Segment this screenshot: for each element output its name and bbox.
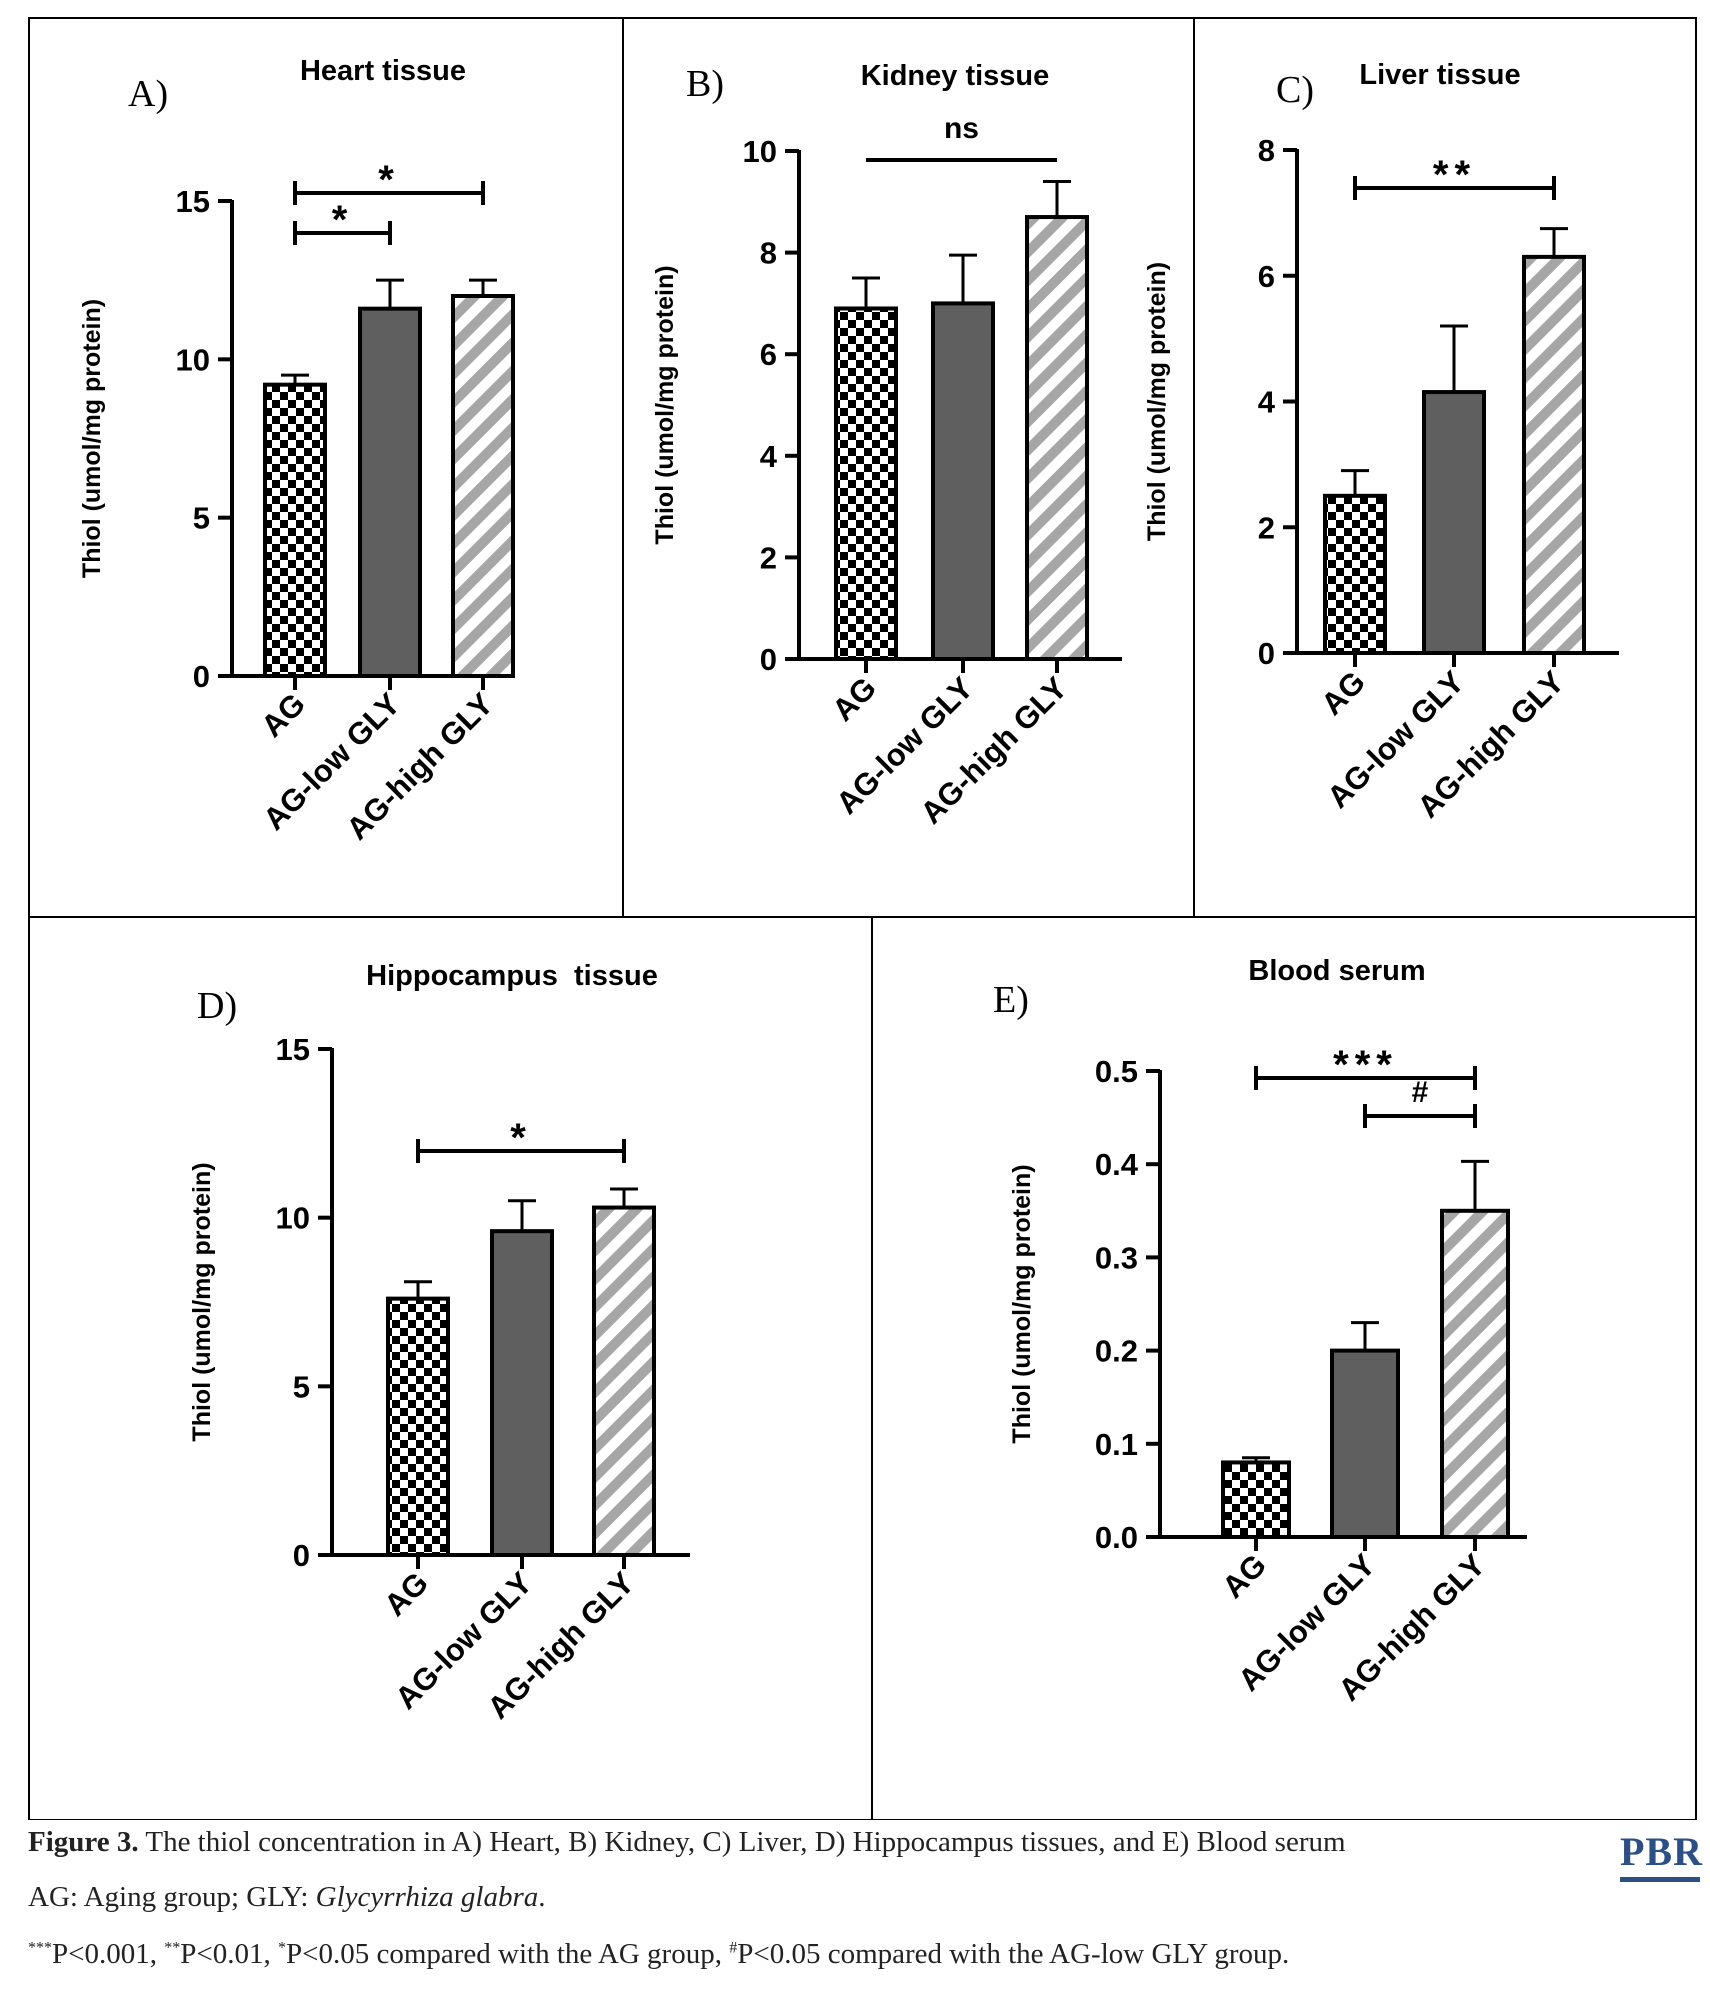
y-tick-label: 5 (293, 1369, 310, 1404)
y-axis-label: Thiol (umol/mg protein) (78, 299, 106, 578)
panel-title-liver: Liver tissue (1359, 59, 1520, 91)
y-tick-label: 0 (293, 1538, 310, 1573)
significance-label: # (1412, 1076, 1429, 1109)
caption-p01: P<0.01, (180, 1938, 278, 1970)
panel-letter-e: E) (993, 979, 1029, 1021)
y-axis-label: Thiol (umol/mg protein) (651, 265, 679, 544)
panel-title-kidney: Kidney tissue (861, 60, 1050, 92)
y-tick-label: 0 (760, 642, 777, 677)
caption-abbrev: AG: Aging group; GLY: (28, 1881, 316, 1913)
y-tick-label: 10 (176, 342, 210, 377)
y-tick-label: 0.5 (1095, 1054, 1138, 1089)
bar-0 (386, 1296, 450, 1558)
category-label: AG (1215, 1547, 1273, 1605)
significance-label: * (378, 158, 400, 202)
y-tick-label: 2 (1258, 510, 1275, 545)
panel-letter-d: D) (197, 985, 237, 1027)
bar-2 (592, 1205, 656, 1557)
significance-label: * (332, 198, 354, 242)
y-tick-label: 15 (176, 184, 210, 219)
category-label: AG (825, 670, 883, 728)
significance-label: ** (1433, 153, 1476, 197)
bar-1 (490, 1229, 554, 1558)
y-tick-label: 8 (1258, 133, 1275, 168)
caption-line-3: ***P<0.001, **P<0.01, *P<0.05 compared w… (28, 1938, 1289, 1971)
y-tick-label: 0.3 (1095, 1240, 1138, 1275)
sig-mark-hash: # (729, 1939, 738, 1957)
panel-letter-a: A) (128, 73, 168, 115)
y-axis-label: Thiol (umol/mg protein) (1143, 262, 1171, 541)
journal-logo-rule (1620, 1877, 1700, 1882)
bar-2 (1025, 215, 1089, 661)
y-axis-label: Thiol (umol/mg protein) (1008, 1164, 1036, 1443)
panel-title-blood: Blood serum (1248, 955, 1425, 987)
caption-abbrev-end: . (538, 1881, 546, 1913)
bar-0 (1323, 493, 1387, 655)
y-tick-label: 6 (760, 337, 777, 372)
y-tick-label: 0.4 (1095, 1147, 1139, 1182)
category-label: AG (377, 1565, 435, 1623)
y-tick-label: 0.2 (1095, 1334, 1138, 1369)
category-label: AG (1314, 664, 1372, 722)
journal-logo: PBR (1620, 1829, 1703, 1874)
y-tick-label: 10 (743, 134, 777, 169)
y-tick-label: 10 (276, 1201, 310, 1236)
sig-mark-01: ** (164, 1939, 181, 1957)
significance-label: *** (1333, 1043, 1398, 1087)
bar-2 (451, 294, 515, 678)
caption-line-2: AG: Aging group; GLY: Glycyrrhiza glabra… (28, 1881, 546, 1914)
bar-2 (1522, 254, 1586, 655)
panel-title-hippocampus: Hippocampus tissue (366, 960, 658, 992)
caption-p05: P<0.05 compared with the AG group, (285, 1938, 730, 1970)
bar-1 (1330, 1348, 1400, 1539)
bar-0 (263, 382, 327, 678)
bar-0 (1221, 1460, 1291, 1539)
bar-1 (358, 306, 422, 678)
y-tick-label: 0 (193, 659, 210, 694)
bar-1 (931, 301, 995, 661)
figure-panels: A) Heart tissue B) Kidney tissue C) Live… (28, 17, 1697, 1820)
y-tick-label: 4 (760, 439, 778, 474)
significance-label: ns (944, 112, 979, 145)
y-tick-label: 0.0 (1095, 1520, 1138, 1555)
y-axis-label: Thiol (umol/mg protein) (188, 1162, 216, 1441)
y-tick-label: 8 (760, 236, 777, 271)
caption-p05-low: P<0.05 compared with the AG-low GLY grou… (737, 1938, 1290, 1970)
caption-p001: P<0.001, (52, 1938, 165, 1970)
y-tick-label: 0 (1258, 636, 1275, 671)
bar-1 (1422, 390, 1486, 655)
caption-line-1: Figure 3. The thiol concentration in A) … (28, 1826, 1346, 1859)
y-tick-label: 15 (276, 1032, 310, 1067)
caption-species: Glycyrrhiza glabra (315, 1881, 539, 1913)
panel-letter-b: B) (686, 63, 724, 105)
panel-letter-c: C) (1276, 69, 1314, 111)
category-label: AG (254, 686, 312, 744)
y-tick-label: 2 (760, 540, 777, 575)
sig-mark-05: * (277, 1939, 286, 1957)
y-tick-label: 5 (193, 501, 210, 536)
y-tick-label: 6 (1258, 259, 1275, 294)
y-tick-label: 4 (1258, 385, 1276, 420)
caption-text-1: The thiol concentration in A) Heart, B) … (138, 1826, 1346, 1858)
sig-mark-001: *** (28, 1939, 52, 1957)
y-tick-label: 0.1 (1095, 1427, 1138, 1462)
panel-frames (28, 17, 1697, 1820)
bar-2 (1440, 1208, 1510, 1540)
bar-0 (834, 306, 898, 661)
figure-label: Figure 3. (28, 1826, 139, 1858)
panel-title-heart: Heart tissue (300, 55, 466, 87)
significance-label: * (510, 1116, 532, 1160)
